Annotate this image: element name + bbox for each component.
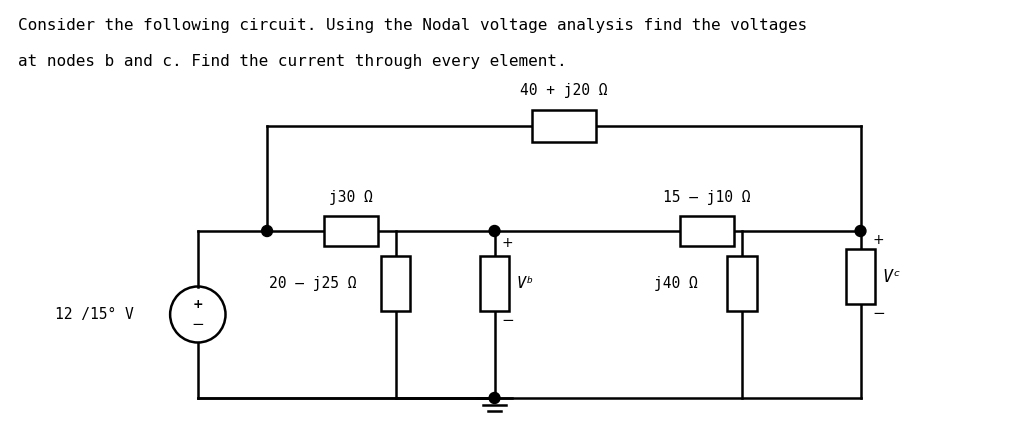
Circle shape [262,225,273,236]
Bar [680,216,735,246]
Text: Vᶜ: Vᶜ [882,268,902,286]
Text: j30 Ω: j30 Ω [329,190,373,205]
Text: at nodes b and c. Find the current through every element.: at nodes b and c. Find the current throu… [17,54,566,69]
Text: −: − [191,317,204,332]
Text: 20 – j25 Ω: 20 – j25 Ω [269,276,356,291]
Text: 12 /15° V: 12 /15° V [55,307,134,322]
Text: +: + [502,236,513,250]
Text: −: − [502,313,514,328]
Bar [727,256,756,311]
Bar [381,256,411,311]
Circle shape [490,225,500,236]
Text: j40 Ω: j40 Ω [653,276,697,291]
Text: 15 – j10 Ω: 15 – j10 Ω [663,190,751,205]
Circle shape [490,392,500,403]
Bar [324,216,378,246]
Text: 40 + j20 Ω: 40 + j20 Ω [520,83,607,98]
Text: −: − [873,306,885,321]
Bar [531,110,596,142]
Circle shape [855,225,866,236]
Bar [479,256,509,311]
Text: Vᵇ: Vᵇ [516,276,535,291]
Text: +: + [192,298,203,311]
Bar [845,249,876,304]
Text: Consider the following circuit. Using the Nodal voltage analysis find the voltag: Consider the following circuit. Using th… [17,18,807,33]
Text: +: + [873,233,884,247]
